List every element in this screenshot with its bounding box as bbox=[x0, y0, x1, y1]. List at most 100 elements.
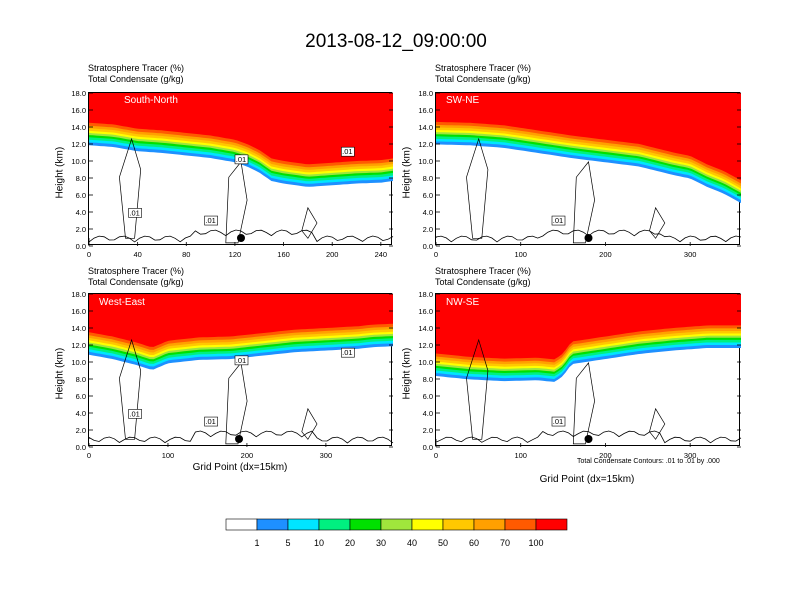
colorbar-swatch bbox=[318, 518, 351, 531]
y-tick-label: 14.0 bbox=[418, 123, 433, 132]
terrain-line bbox=[435, 430, 742, 444]
y-tick-label: 0.0 bbox=[76, 443, 86, 452]
colorbar-swatch bbox=[380, 518, 413, 531]
y-tick-label: 8.0 bbox=[76, 174, 86, 183]
colorbar-label: 70 bbox=[500, 538, 510, 548]
condensate-contour bbox=[649, 407, 666, 440]
x-tick-label: 160 bbox=[277, 250, 290, 259]
panel-title: West-East bbox=[99, 297, 145, 308]
tracer-label: Stratosphere Tracer (%) bbox=[88, 63, 185, 73]
condensate-contour bbox=[119, 137, 142, 239]
x-tick-label: 200 bbox=[241, 451, 254, 460]
colorbar-swatch bbox=[287, 518, 320, 531]
y-axis-label: Height (km) bbox=[54, 146, 66, 199]
panel-title: South-North bbox=[124, 95, 178, 106]
x-tick-label: 100 bbox=[162, 451, 175, 460]
panel-title: SW-NE bbox=[446, 95, 480, 106]
tracer-label: Stratosphere Tracer (%) bbox=[435, 266, 532, 276]
y-tick-label: 18.0 bbox=[418, 290, 433, 299]
panel-0-header: Stratosphere Tracer (%) Total Condensate… bbox=[88, 63, 184, 85]
condensate-contour bbox=[225, 362, 248, 445]
y-tick-label: 12.0 bbox=[418, 140, 433, 149]
nw-se-panel: .01 0.0 2.0 4.0 6.0 8.0 10.0 12.0 14.0 16.0 18.0 0 1… bbox=[418, 290, 742, 460]
condensate-contour bbox=[466, 137, 489, 239]
condensate-label: Total Condensate (g/kg) bbox=[435, 277, 531, 287]
svg-text:.01: .01 bbox=[342, 348, 352, 357]
y-tick-label: 2.0 bbox=[76, 426, 86, 435]
tracer-band bbox=[436, 294, 741, 360]
colorbar-label: 100 bbox=[528, 538, 543, 548]
colorbar-swatch bbox=[256, 518, 289, 531]
plot-area: .01 .01 .01 .01 0.0 2.0 4.0 6.0 8.0 10.0 12.0 14.0 1… bbox=[71, 89, 394, 259]
condensate-contour bbox=[301, 206, 318, 239]
contour-label: .01 bbox=[551, 416, 566, 427]
x-tick-label: 100 bbox=[514, 250, 527, 259]
colorbar-swatch bbox=[504, 518, 537, 531]
colorbar-swatch bbox=[473, 518, 506, 531]
location-marker bbox=[584, 234, 593, 242]
y-tick-label: 16.0 bbox=[71, 106, 86, 115]
colorbar-swatch bbox=[225, 518, 258, 531]
y-tick-label: 18.0 bbox=[418, 89, 433, 98]
plot-area: .01 0.0 2.0 4.0 6.0 8.0 10.0 12.0 14.0 16.0 18.0 0 1… bbox=[418, 89, 742, 259]
contour-label: .01 bbox=[128, 409, 142, 419]
y-tick-label: 10.0 bbox=[418, 358, 433, 367]
condensate-contour bbox=[649, 206, 666, 239]
colorbar-label: 40 bbox=[407, 538, 417, 548]
y-tick-label: 0.0 bbox=[423, 443, 433, 452]
svg-text:.01: .01 bbox=[129, 208, 139, 217]
x-tick-label: 300 bbox=[684, 451, 697, 460]
x-tick-label: 0 bbox=[434, 250, 438, 259]
contour-label: .01 bbox=[234, 154, 249, 165]
y-tick-label: 6.0 bbox=[76, 191, 86, 200]
y-tick-label: 12.0 bbox=[418, 341, 433, 350]
x-tick-label: 200 bbox=[599, 250, 612, 259]
svg-text:.01: .01 bbox=[129, 409, 139, 418]
x-tick-label: 200 bbox=[326, 250, 339, 259]
location-marker bbox=[237, 234, 245, 242]
colorbar-label: 10 bbox=[314, 538, 324, 548]
contour-label: .01 bbox=[551, 215, 566, 226]
y-tick-label: 12.0 bbox=[71, 140, 86, 149]
y-tick-label: 16.0 bbox=[418, 106, 433, 115]
x-tick-label: 0 bbox=[87, 451, 91, 460]
contour-label: .01 bbox=[204, 215, 218, 226]
y-tick-label: 10.0 bbox=[71, 157, 86, 166]
y-axis-label: Height (km) bbox=[401, 347, 413, 400]
x-tick-label: 40 bbox=[133, 250, 141, 259]
x-axis-label: Grid Point (dx=15km) bbox=[539, 474, 635, 485]
x-tick-label: 0 bbox=[87, 250, 91, 259]
tracer-label: Stratosphere Tracer (%) bbox=[435, 63, 532, 73]
contour-note: Total Condensate Contours: .01 to .01 by… bbox=[577, 458, 720, 465]
y-tick-label: 8.0 bbox=[76, 375, 86, 384]
colorbar-swatch bbox=[411, 518, 444, 531]
svg-text:.01: .01 bbox=[205, 216, 215, 225]
terrain-line bbox=[88, 430, 394, 444]
panel-1-header: Stratosphere Tracer (%) Total Condensate… bbox=[435, 63, 531, 85]
colorbar-swatch bbox=[535, 518, 568, 531]
y-tick-label: 8.0 bbox=[423, 174, 433, 183]
y-tick-label: 12.0 bbox=[71, 341, 86, 350]
y-tick-label: 14.0 bbox=[71, 324, 86, 333]
condensate-label: Total Condensate (g/kg) bbox=[435, 74, 531, 84]
svg-text:.01: .01 bbox=[342, 147, 352, 156]
condensate-contour bbox=[225, 161, 248, 244]
condensate-label: Total Condensate (g/kg) bbox=[88, 74, 184, 84]
y-axis-label: Height (km) bbox=[401, 146, 413, 199]
colorbar-label: 60 bbox=[469, 538, 479, 548]
x-tick-label: 240 bbox=[375, 250, 388, 259]
contour-label: .01 bbox=[128, 208, 142, 218]
colorbar-label: 30 bbox=[376, 538, 386, 548]
y-tick-label: 14.0 bbox=[418, 324, 433, 333]
x-tick-label: 80 bbox=[182, 250, 190, 259]
colorbar-swatch bbox=[349, 518, 382, 531]
y-tick-label: 0.0 bbox=[423, 242, 433, 251]
plot-area: .01 .01 .01 .01 0.0 2.0 4.0 6.0 8.0 10.0 12.0 14.0 1… bbox=[71, 290, 394, 460]
contour-label: .01 bbox=[204, 416, 218, 427]
y-tick-label: 18.0 bbox=[71, 89, 86, 98]
colorbar-label: 50 bbox=[438, 538, 448, 548]
svg-text:.01: .01 bbox=[236, 155, 246, 164]
y-tick-label: 16.0 bbox=[71, 307, 86, 316]
y-axis-label: Height (km) bbox=[54, 347, 66, 400]
tracer-label: Stratosphere Tracer (%) bbox=[88, 266, 185, 276]
